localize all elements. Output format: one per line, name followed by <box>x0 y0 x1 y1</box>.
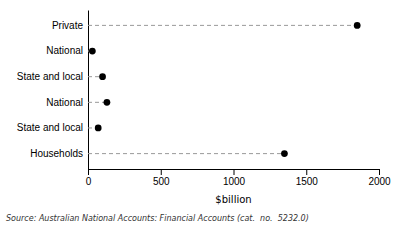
x-tick: 2000 <box>368 169 391 187</box>
y-tick-label: Private <box>52 20 84 31</box>
chart: 0 500 1000 1500 2000 Private National State and… <box>0 0 397 227</box>
dot <box>354 22 361 29</box>
x-tick: 1000 <box>223 169 246 187</box>
dot <box>95 125 102 132</box>
y-tick-label: National <box>46 45 83 56</box>
x-tick-label: 0 <box>86 176 92 187</box>
stem <box>88 25 357 26</box>
plot: 0 500 1000 1500 2000 Private National State and… <box>17 11 391 188</box>
x-tick-mark <box>234 169 235 175</box>
x-tick: 1500 <box>296 169 319 187</box>
x-tick-label: 500 <box>153 176 170 187</box>
y-tick: National <box>46 45 83 56</box>
stem <box>88 153 284 154</box>
x-tick: 0 <box>86 169 92 187</box>
x-tick: 500 <box>153 169 170 187</box>
y-tick-label: Households <box>30 148 83 159</box>
dot <box>99 73 106 80</box>
x-tick-mark <box>379 169 380 175</box>
dot <box>281 150 288 157</box>
dot <box>104 99 111 106</box>
y-tick: National <box>46 97 83 108</box>
dot <box>89 48 96 55</box>
y-tick: State and local <box>17 122 83 133</box>
y-tick-label: State and local <box>17 122 83 133</box>
y-axis: Private National State and local National St… <box>17 11 89 170</box>
x-tick-mark <box>306 169 307 175</box>
y-tick-label: National <box>46 97 83 108</box>
annotation: Source: Australian National Accounts: Fi… <box>6 214 309 223</box>
x-tick-label: 2000 <box>368 176 391 187</box>
x-tick-label: 1500 <box>296 176 319 187</box>
y-tick: Households <box>30 148 83 159</box>
x-tick-mark <box>161 169 162 175</box>
marks <box>88 22 361 157</box>
y-tick: Private <box>52 20 84 31</box>
x-tick-label: 1000 <box>223 176 246 187</box>
y-tick-label: State and local <box>17 71 83 82</box>
x-axis-line <box>89 170 380 176</box>
x-axis: 0 500 1000 1500 2000 <box>86 169 391 187</box>
y-tick: State and local <box>17 71 83 82</box>
x-axis-title: $billion <box>215 194 251 205</box>
x-tick-mark <box>88 169 89 175</box>
y-axis-line <box>88 11 89 170</box>
